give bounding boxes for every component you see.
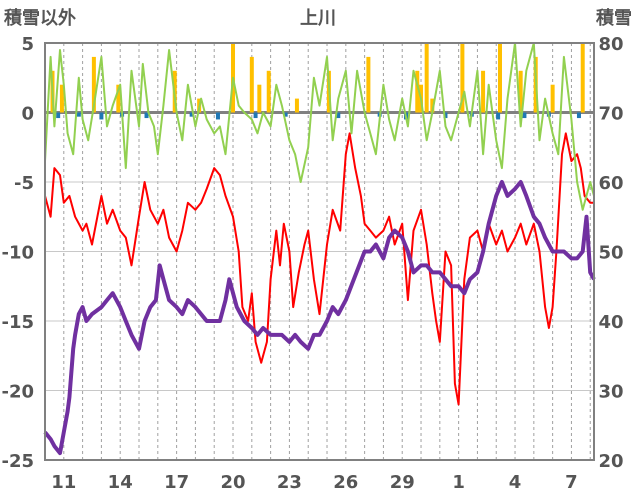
x-tick-label: 26 xyxy=(333,472,358,493)
right-tick-label: 30 xyxy=(598,382,623,403)
left-tick-label: -10 xyxy=(1,243,34,264)
right-tick-label: 80 xyxy=(598,34,623,55)
right-tick-label: 70 xyxy=(598,104,623,125)
x-tick-label: 23 xyxy=(277,472,302,493)
bar xyxy=(294,98,299,113)
bar xyxy=(481,70,486,113)
x-tick-label: 11 xyxy=(51,472,76,493)
bar xyxy=(144,112,149,119)
plot-frame xyxy=(44,42,595,461)
bar xyxy=(415,70,420,113)
left-tick-label: -25 xyxy=(1,451,34,472)
bar xyxy=(91,56,96,113)
left-tick-label: -5 xyxy=(14,173,34,194)
left-tick-label: 5 xyxy=(21,34,34,55)
bar xyxy=(576,112,581,119)
left-tick-label: 0 xyxy=(21,104,34,125)
bar xyxy=(366,56,371,113)
bar xyxy=(518,70,523,113)
left-tick-label: -15 xyxy=(1,312,34,333)
left-axis-label: 積雪以外 xyxy=(3,7,76,29)
bar xyxy=(430,98,435,113)
bar xyxy=(580,43,585,113)
x-tick-label: 1 xyxy=(452,472,465,493)
right-tick-label: 50 xyxy=(598,243,623,264)
chart-title: 上川 xyxy=(300,8,336,29)
x-tick-label: 7 xyxy=(565,472,578,493)
bar xyxy=(283,112,288,117)
bar xyxy=(249,56,254,113)
right-tick-label: 60 xyxy=(598,173,623,194)
series-line xyxy=(44,132,594,406)
bar xyxy=(460,43,465,113)
bar xyxy=(522,112,527,119)
bar xyxy=(99,112,104,120)
bar xyxy=(266,70,271,113)
bar xyxy=(496,112,501,120)
bar xyxy=(424,43,429,113)
bar xyxy=(59,84,64,113)
bar xyxy=(443,112,448,119)
x-tick-label: 14 xyxy=(108,472,133,493)
bar xyxy=(497,43,502,113)
x-tick-label: 17 xyxy=(164,472,189,493)
x-tick-label: 4 xyxy=(509,472,522,493)
line-series xyxy=(43,42,596,456)
series-line xyxy=(44,42,595,211)
bar xyxy=(189,112,194,117)
bar xyxy=(257,84,262,113)
bar xyxy=(116,84,121,113)
x-tick-label: 29 xyxy=(390,472,415,493)
right-axis-label: 積雪 xyxy=(595,7,632,29)
right-tick-label: 20 xyxy=(598,451,623,472)
x-tick-label: 20 xyxy=(220,472,245,493)
bar xyxy=(215,112,220,120)
left-tick-label: -20 xyxy=(1,382,34,403)
bar xyxy=(336,112,341,119)
bar xyxy=(253,112,258,119)
bar xyxy=(76,112,81,117)
right-tick-label: 40 xyxy=(598,312,623,333)
series-line xyxy=(43,180,596,456)
bar xyxy=(550,84,555,113)
bar xyxy=(56,112,61,119)
